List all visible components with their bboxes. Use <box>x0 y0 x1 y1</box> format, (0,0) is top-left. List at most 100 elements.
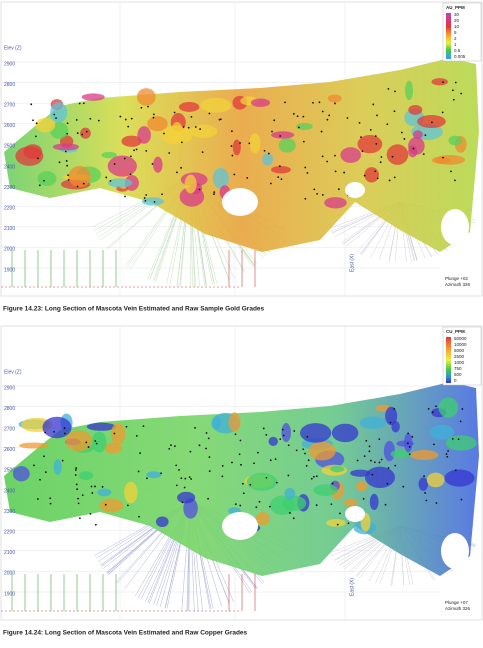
sample-point <box>336 523 339 526</box>
legend-label: 0 <box>454 378 457 383</box>
sample-point <box>183 486 186 489</box>
sample-point <box>143 197 146 199</box>
sample-point <box>105 176 108 179</box>
grade-zone <box>278 138 296 153</box>
void <box>222 512 258 540</box>
sample-point <box>406 442 409 445</box>
sample-point <box>221 464 224 467</box>
sample-point <box>389 421 392 424</box>
legend-title: AU_PPM <box>446 5 465 10</box>
grade-zone <box>121 135 142 147</box>
elevation-tick: 2100 <box>4 226 15 232</box>
view-label: Plunge +07 <box>445 600 468 605</box>
sample-point <box>145 194 148 196</box>
elevation-tick: 2000 <box>4 247 15 253</box>
sample-point <box>30 103 33 106</box>
void <box>222 188 258 216</box>
sample-point <box>292 113 295 115</box>
grade-zone <box>429 424 455 440</box>
grade-zone <box>99 498 124 513</box>
sample-point <box>452 98 455 101</box>
sample-point <box>77 502 80 505</box>
sample-point <box>284 101 286 104</box>
grade-zone <box>412 130 423 139</box>
legend-label: 0.005 <box>454 54 466 59</box>
sample-point <box>240 463 242 466</box>
sample-point <box>424 134 427 137</box>
sample-point <box>213 191 216 194</box>
grade-zone <box>268 436 278 446</box>
elevation-tick: 2300 <box>4 185 15 191</box>
elevation-tick: 2900 <box>4 61 15 67</box>
sample-point <box>205 447 207 450</box>
sample-point <box>376 177 379 180</box>
sample-point <box>81 494 84 497</box>
sample-point <box>274 458 277 461</box>
view-label: Plunge +02 <box>445 276 468 281</box>
grade-zone <box>35 117 56 133</box>
sample-point <box>58 161 61 164</box>
grade-zone <box>177 491 196 504</box>
grade-zone <box>146 471 162 479</box>
grade-zone <box>359 416 387 430</box>
grade-zone <box>444 469 475 487</box>
sample-point <box>450 170 452 173</box>
grade-zone <box>200 97 232 113</box>
sample-point <box>454 469 457 472</box>
sample-point <box>113 432 116 435</box>
sample-point <box>315 504 318 507</box>
sample-point <box>287 444 290 447</box>
sample-point <box>460 92 463 95</box>
sample-point <box>39 478 41 481</box>
sample-point <box>265 433 268 436</box>
sample-point <box>435 502 438 504</box>
sample-point <box>75 483 78 486</box>
sample-point <box>153 113 155 116</box>
sample-point <box>302 115 305 118</box>
sample-point <box>87 446 90 448</box>
sample-point <box>393 110 396 113</box>
sample-point <box>152 116 155 119</box>
sample-point <box>318 101 321 104</box>
grade-zone <box>23 144 43 160</box>
elevation-tick: 2600 <box>4 123 15 129</box>
sample-point <box>78 102 81 105</box>
grade-zone <box>326 519 346 527</box>
grade-zone <box>417 114 446 129</box>
grade-zone <box>296 122 313 131</box>
void <box>345 182 365 198</box>
sample-point <box>394 464 397 467</box>
vein-section <box>4 58 479 252</box>
sample-point <box>101 485 104 488</box>
grade-zone <box>434 155 466 165</box>
sample-point <box>135 148 138 151</box>
grade-zone <box>19 442 49 449</box>
sample-point <box>269 182 272 185</box>
grade-zone <box>355 481 368 492</box>
sample-point <box>208 470 211 473</box>
sample-point <box>374 170 377 173</box>
sample-point <box>249 483 252 486</box>
sample-point <box>63 427 66 429</box>
sample-point <box>189 450 192 453</box>
sample-point <box>174 445 176 448</box>
sample-point <box>376 114 378 117</box>
sample-point <box>66 132 69 135</box>
grade-zone <box>107 155 137 177</box>
sample-point <box>168 447 171 450</box>
grade-zone <box>284 487 296 500</box>
sample-point <box>67 174 70 177</box>
sample-point <box>239 504 242 507</box>
grade-zone <box>50 102 68 123</box>
grade-zone <box>390 449 411 459</box>
sample-point <box>361 150 364 153</box>
sample-point <box>238 453 241 456</box>
sample-point <box>126 504 129 507</box>
grade-zone <box>179 186 205 207</box>
sample-point <box>411 435 414 438</box>
sample-point <box>89 512 92 515</box>
sample-point <box>330 503 333 506</box>
sample-point <box>347 522 350 525</box>
grade-zone <box>350 469 371 477</box>
sample-point <box>295 449 298 452</box>
